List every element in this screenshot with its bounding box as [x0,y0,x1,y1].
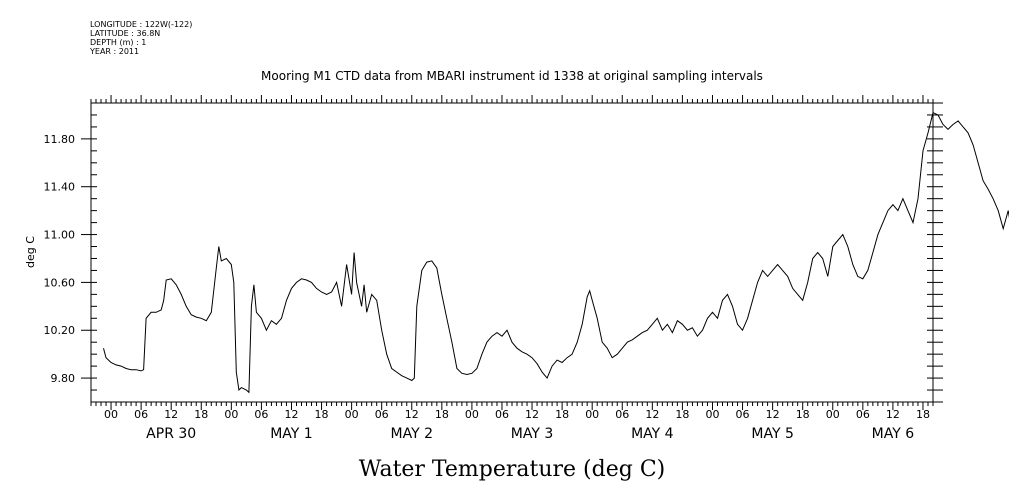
x-hour-label: 18 [315,408,329,421]
x-hour-label: 12 [886,408,900,421]
x-hour-label: 00 [585,408,599,421]
y-tick-label: 10.20 [44,324,76,337]
x-day-label: MAY 5 [751,426,793,442]
x-axis: 00 06 12 18 00 06 12 18 00 06 12 18 00 06 12 18 00 06 12 18… [90,95,934,442]
x-hour-label: 06 [254,408,268,421]
y-tick-label: 11.00 [44,229,76,242]
metadata-latitude: LATITUDE : 36.8N [90,29,161,38]
x-hour-label: 18 [675,408,689,421]
metadata-longitude: LONGITUDE : 122W(-122) [90,20,193,29]
x-hour-label: 12 [525,408,539,421]
x-hour-label: 06 [856,408,870,421]
x-hour-label: 06 [736,408,750,421]
x-hour-label: 06 [375,408,389,421]
x-hour-label: 00 [826,408,840,421]
x-day-label: MAY 2 [391,426,433,442]
x-hour-label: 06 [615,408,629,421]
x-day-label: MAY 1 [270,426,312,442]
x-hour-label: 12 [284,408,298,421]
x-day-label: APR 30 [146,426,196,442]
x-hour-label: 12 [164,408,178,421]
x-hour-label: 00 [224,408,238,421]
series-line [103,111,1009,394]
chart-title: Mooring M1 CTD data from MBARI instrumen… [261,69,763,83]
x-hour-label: 06 [134,408,148,421]
x-hour-label: 00 [705,408,719,421]
x-hour-label: 00 [104,408,118,421]
x-day-label: MAY 6 [872,426,915,442]
metadata-depth: DEPTH (m) : 1 [90,38,147,47]
x-hour-label: 12 [766,408,780,421]
y-tick-label: 11.40 [44,181,76,194]
y-axis-label: deg C [24,236,37,268]
x-day-label: MAY 3 [511,426,553,442]
x-hour-label: 18 [194,408,208,421]
x-day-label: MAY 4 [631,426,674,442]
metadata-year: YEAR : 2011 [90,47,140,56]
x-hour-label: 12 [645,408,659,421]
metadata-block: LONGITUDE : 122W(-122) LATITUDE : 36.8N … [90,20,192,56]
plot-frame [90,102,934,403]
x-hour-label: 18 [435,408,449,421]
y-tick-label: 11.80 [44,133,76,146]
x-hour-label: 18 [796,408,810,421]
x-hour-label: 12 [405,408,419,421]
y-axis: 9.80 10.20 10.60 11.00 11.40 11.80 [44,102,943,403]
y-tick-label: 10.60 [44,276,76,289]
x-hour-label: 00 [345,408,359,421]
x-hour-label: 06 [495,408,509,421]
x-hour-label: 00 [465,408,479,421]
x-hour-label: 18 [555,408,569,421]
x-axis-title: Water Temperature (deg C) [359,457,666,482]
x-hour-label: 18 [916,408,930,421]
y-tick-label: 9.80 [51,372,76,385]
